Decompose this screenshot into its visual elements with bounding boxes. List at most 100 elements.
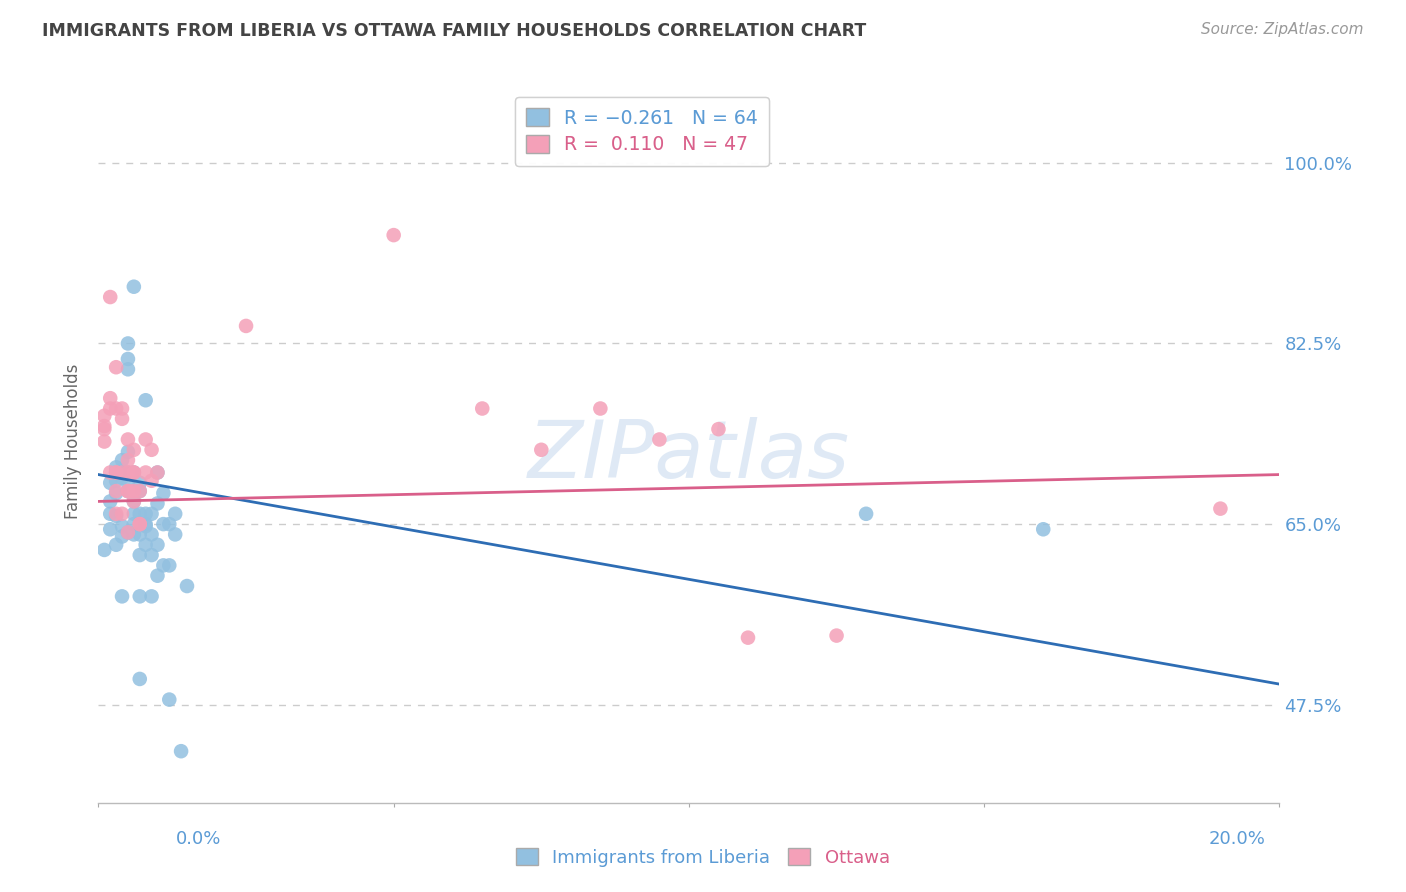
- Point: [117, 433, 139, 447]
- Point: [105, 507, 128, 521]
- Point: [111, 466, 134, 480]
- Point: [98, 494, 121, 508]
- Point: [128, 590, 150, 604]
- Point: [146, 466, 169, 480]
- Point: [855, 507, 877, 521]
- Point: [98, 507, 121, 521]
- Point: [105, 360, 128, 375]
- Point: [141, 548, 163, 562]
- Y-axis label: Family Households: Family Households: [65, 364, 83, 519]
- Point: [141, 507, 163, 521]
- Point: [105, 401, 128, 416]
- Point: [135, 507, 157, 521]
- Point: [146, 496, 169, 510]
- Point: [111, 507, 134, 521]
- Point: [471, 401, 494, 416]
- Point: [135, 393, 157, 408]
- Point: [122, 494, 145, 508]
- Point: [111, 519, 134, 533]
- Point: [152, 486, 174, 500]
- Point: [98, 466, 121, 480]
- Point: [122, 466, 145, 480]
- Point: [98, 391, 121, 405]
- Point: [98, 475, 121, 490]
- Point: [105, 466, 128, 480]
- Point: [165, 527, 187, 541]
- Point: [111, 590, 134, 604]
- Point: [128, 475, 150, 490]
- Legend: R = −0.261   N = 64, R =  0.110   N = 47: R = −0.261 N = 64, R = 0.110 N = 47: [515, 97, 769, 166]
- Point: [146, 538, 169, 552]
- Point: [98, 401, 121, 416]
- Point: [105, 474, 128, 488]
- Text: 20.0%: 20.0%: [1209, 830, 1265, 847]
- Point: [111, 412, 134, 426]
- Point: [135, 433, 157, 447]
- Point: [530, 442, 553, 457]
- Point: [152, 517, 174, 532]
- Point: [146, 568, 169, 582]
- Point: [105, 538, 128, 552]
- Point: [589, 401, 612, 416]
- Point: [117, 484, 139, 499]
- Point: [117, 484, 139, 499]
- Point: [235, 318, 257, 333]
- Point: [111, 529, 134, 543]
- Point: [707, 422, 730, 436]
- Point: [146, 816, 169, 830]
- Point: [157, 558, 180, 573]
- Point: [170, 744, 193, 758]
- Point: [128, 548, 150, 562]
- Point: [737, 631, 759, 645]
- Point: [141, 474, 163, 488]
- Point: [825, 629, 848, 643]
- Point: [117, 466, 139, 480]
- Point: [135, 517, 157, 532]
- Point: [128, 484, 150, 499]
- Point: [122, 527, 145, 541]
- Point: [93, 419, 115, 434]
- Point: [122, 466, 145, 480]
- Point: [128, 527, 150, 541]
- Point: [176, 579, 198, 593]
- Point: [122, 279, 145, 293]
- Point: [117, 453, 139, 467]
- Point: [157, 517, 180, 532]
- Point: [117, 525, 139, 540]
- Point: [105, 466, 128, 480]
- Point: [128, 517, 150, 532]
- Point: [117, 484, 139, 499]
- Point: [141, 442, 163, 457]
- Point: [165, 507, 187, 521]
- Point: [117, 336, 139, 351]
- Point: [382, 228, 405, 243]
- Point: [117, 525, 139, 540]
- Point: [117, 445, 139, 459]
- Text: IMMIGRANTS FROM LIBERIA VS OTTAWA FAMILY HOUSEHOLDS CORRELATION CHART: IMMIGRANTS FROM LIBERIA VS OTTAWA FAMILY…: [42, 22, 866, 40]
- Point: [105, 466, 128, 480]
- Point: [128, 517, 150, 532]
- Point: [122, 484, 145, 499]
- Point: [122, 507, 145, 521]
- Text: ZIPatlas: ZIPatlas: [527, 417, 851, 495]
- Point: [117, 475, 139, 490]
- Text: Source: ZipAtlas.com: Source: ZipAtlas.com: [1201, 22, 1364, 37]
- Point: [122, 517, 145, 532]
- Point: [152, 558, 174, 573]
- Point: [122, 494, 145, 508]
- Point: [141, 527, 163, 541]
- Point: [135, 538, 157, 552]
- Point: [135, 466, 157, 480]
- Point: [157, 692, 180, 706]
- Point: [93, 409, 115, 423]
- Point: [1209, 501, 1232, 516]
- Point: [111, 466, 134, 480]
- Point: [98, 290, 121, 304]
- Point: [128, 484, 150, 499]
- Point: [122, 442, 145, 457]
- Point: [105, 460, 128, 475]
- Point: [135, 519, 157, 533]
- Point: [648, 433, 671, 447]
- Point: [93, 434, 115, 449]
- Point: [93, 542, 115, 557]
